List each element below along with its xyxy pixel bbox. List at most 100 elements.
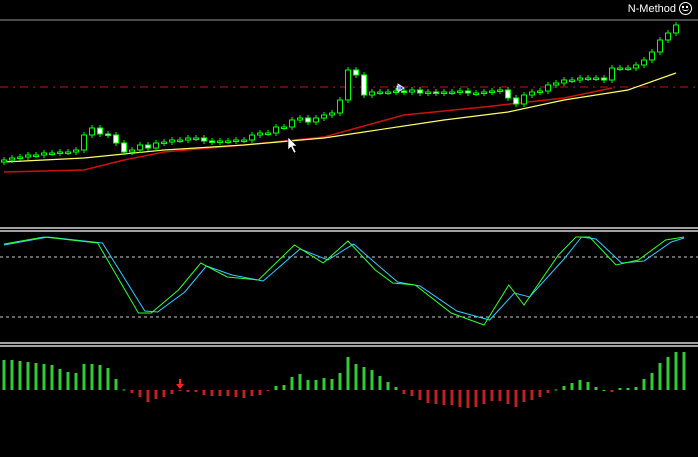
histogram-bar (386, 382, 390, 390)
histogram-bar (458, 390, 462, 407)
histogram-bar (82, 364, 86, 390)
histogram-bar (466, 390, 470, 408)
histogram-bar (114, 379, 118, 390)
candle (489, 90, 495, 93)
candle (457, 90, 463, 93)
histogram-bar (18, 361, 22, 390)
histogram-bar (186, 390, 190, 392)
histogram-bar (90, 364, 94, 390)
histogram-bar (218, 390, 222, 396)
histogram-bar (618, 388, 622, 390)
histogram-bar (498, 390, 502, 401)
candle (633, 64, 639, 69)
candle (641, 59, 647, 66)
candle (193, 137, 199, 140)
histogram-bar (610, 390, 614, 392)
candle (289, 119, 295, 128)
ma-slow-line (3, 87, 613, 173)
histogram-bar (562, 386, 566, 390)
histogram-bar (66, 372, 70, 390)
candle (17, 156, 23, 159)
candle (361, 74, 367, 96)
candle (121, 142, 127, 153)
histogram-bar (138, 390, 142, 397)
buy-arrow-icon (396, 83, 405, 93)
histogram-bar (474, 390, 478, 407)
histogram-bar (570, 383, 574, 390)
histogram-bar (642, 379, 646, 390)
candle (505, 89, 511, 99)
candle (369, 91, 375, 96)
candle (449, 91, 455, 94)
candle (545, 84, 551, 92)
stoch-signal-line (3, 236, 685, 321)
histogram-bar (122, 389, 126, 391)
candle (577, 77, 583, 81)
candle (409, 89, 415, 93)
candle (297, 117, 303, 121)
candle (529, 91, 535, 96)
candle (377, 91, 383, 94)
candle (553, 82, 559, 86)
histogram-bar (450, 390, 454, 405)
histogram-bar (490, 390, 494, 401)
histogram-bar (170, 390, 174, 394)
candle (321, 114, 327, 119)
candle (169, 139, 175, 143)
candle (153, 142, 159, 149)
histogram-bar (210, 390, 214, 396)
candle (481, 91, 487, 94)
candle (561, 79, 567, 84)
histogram-bar (482, 390, 486, 404)
candle (25, 154, 31, 158)
histogram-bar (2, 360, 6, 390)
histogram-bar (394, 387, 398, 390)
candle (673, 24, 679, 34)
histogram-bar (234, 390, 238, 397)
candle (97, 127, 103, 135)
candle (217, 140, 223, 143)
histogram-bar (306, 380, 310, 390)
histogram-bar (674, 352, 678, 390)
candle (617, 67, 623, 70)
histogram-bar (202, 390, 206, 395)
histogram-bar (530, 390, 534, 400)
candle (177, 139, 183, 142)
candle (337, 99, 343, 114)
ma-fast-line (3, 72, 677, 163)
candle (113, 134, 119, 144)
indicator-label: N-Method (627, 3, 676, 15)
histogram-bar (250, 390, 254, 396)
candle (385, 91, 391, 94)
histogram-bar (602, 390, 606, 391)
histogram-bar (26, 362, 30, 390)
candle (305, 117, 311, 123)
sell-arrow-icon (176, 379, 184, 389)
histogram-bar (514, 390, 518, 407)
candle (49, 152, 55, 155)
histogram-bar (650, 373, 654, 390)
candle (73, 149, 79, 153)
histogram-bar (666, 357, 670, 390)
histogram-bar (226, 390, 230, 396)
histogram-bar (322, 378, 326, 390)
histogram-bar (290, 377, 294, 390)
histogram-bar (434, 390, 438, 404)
histogram-bar (146, 390, 150, 402)
histogram-bar (682, 352, 686, 390)
candle (249, 134, 255, 141)
candle (89, 127, 95, 136)
candle (497, 89, 503, 92)
histogram-bar (506, 390, 510, 404)
histogram-bar (554, 389, 558, 391)
candle (441, 91, 447, 94)
smiley-icon (679, 2, 692, 15)
candle (161, 141, 167, 144)
histogram-bar (50, 365, 54, 390)
histogram-bar (586, 382, 590, 390)
candle (137, 144, 143, 151)
candle (257, 132, 263, 136)
candle (513, 97, 519, 105)
candle (1, 159, 7, 163)
